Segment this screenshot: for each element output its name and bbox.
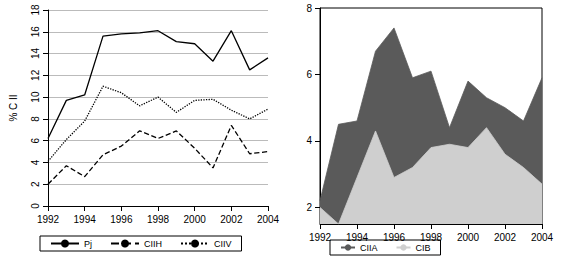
svg-text:6: 6	[306, 69, 312, 80]
svg-text:1998: 1998	[147, 214, 170, 225]
svg-text:4: 4	[30, 159, 41, 165]
svg-text:2002: 2002	[220, 214, 243, 225]
svg-text:1996: 1996	[382, 231, 406, 243]
svg-text:2004: 2004	[531, 232, 554, 243]
svg-text:2000: 2000	[457, 232, 480, 243]
svg-text:1992: 1992	[309, 232, 332, 243]
svg-text:1992: 1992	[37, 214, 60, 225]
svg-text:18: 18	[30, 4, 41, 16]
svg-text:Pj: Pj	[84, 239, 92, 249]
svg-text:16: 16	[30, 26, 41, 38]
svg-text:4: 4	[306, 135, 312, 146]
svg-text:8: 8	[30, 116, 41, 122]
svg-text:2000: 2000	[184, 214, 207, 225]
svg-text:2: 2	[30, 181, 41, 187]
svg-text:6: 6	[30, 137, 41, 143]
svg-text:CIIH: CIIH	[144, 239, 162, 249]
svg-text:2: 2	[306, 202, 312, 213]
svg-text:12: 12	[30, 69, 41, 81]
svg-text:0: 0	[30, 203, 41, 209]
svg-text:CIIV: CIIV	[214, 239, 232, 249]
svg-text:% C II: % C II	[8, 94, 19, 121]
svg-text:1998: 1998	[419, 231, 443, 243]
svg-text:1994: 1994	[345, 231, 369, 243]
svg-text:8: 8	[306, 3, 312, 14]
svg-text:CIB: CIB	[416, 243, 431, 253]
svg-text:CIIA: CIIA	[360, 243, 378, 253]
svg-text:10: 10	[30, 91, 41, 103]
svg-text:1996: 1996	[110, 214, 133, 225]
svg-text:1994: 1994	[74, 214, 97, 225]
svg-text:2004: 2004	[257, 214, 280, 225]
svg-text:14: 14	[30, 48, 41, 60]
svg-text:2002: 2002	[494, 232, 517, 243]
